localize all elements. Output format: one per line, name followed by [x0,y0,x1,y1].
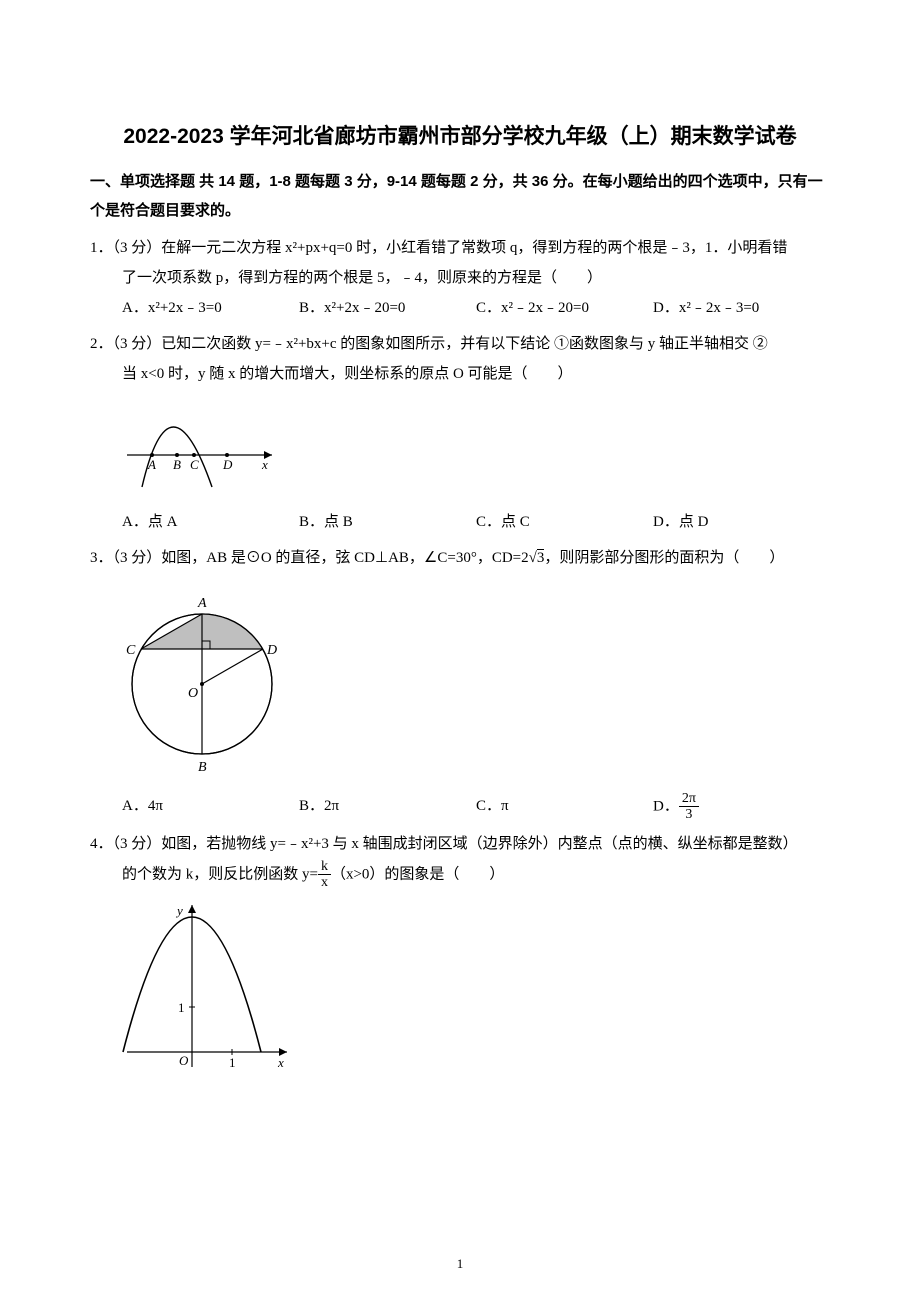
q4-frac-num: k [318,859,331,875]
q2-optC: C．点 C [476,507,653,537]
q4-frac: kx [318,859,331,891]
q3-optD-frac: 2π3 [679,791,699,823]
svg-text:A: A [147,457,156,472]
q2-options: A．点 A B．点 B C．点 C D．点 D [90,507,830,537]
section-header: 一、单项选择题 共 14 题，1-8 题每题 3 分，9-14 题每题 2 分，… [90,168,830,225]
q1-line2: 了一次项系数 p，得到方程的两个根是 5，﹣4，则原来的方程是（ ） [90,263,830,293]
q2-optA: A．点 A [122,507,299,537]
q3-optD-den: 3 [679,807,699,822]
svg-text:O: O [179,1053,189,1068]
q3-optA: A．4π [122,791,299,823]
q4-figure: O 1 1 x y [90,897,830,1088]
q1-optC: C．x²﹣2x﹣20=0 [476,293,653,323]
q4-line1: 4．（3 分）如图，若抛物线 y=﹣x²+3 与 x 轴围成封闭区域（边界除外）… [90,829,830,859]
q4-parabola-svg: O 1 1 x y [122,897,297,1077]
q2-optB: B．点 B [299,507,476,537]
q4-line2-pre: 的个数为 k，则反比例函数 y= [122,866,318,882]
q1-options: A．x²+2x﹣3=0 B．x²+2x﹣20=0 C．x²﹣2x﹣20=0 D．… [90,293,830,323]
svg-text:A: A [197,596,207,611]
q3-optD-prefix: D． [653,798,679,814]
question-4: 4．（3 分）如图，若抛物线 y=﹣x²+3 与 x 轴围成封闭区域（边界除外）… [90,829,830,1088]
svg-text:B: B [173,457,181,472]
svg-text:y: y [175,903,183,918]
q3-line1: 3．（3 分）如图，AB 是⊙O 的直径，弦 CD⊥AB，∠C=30°，CD=2… [90,543,830,573]
q1-line1: 1．（3 分）在解一元二次方程 x²+px+q=0 时，小红看错了常数项 q，得… [90,233,830,263]
q4-line2-post: （x>0）的图象是（ ） [331,866,504,882]
svg-text:1: 1 [178,1000,185,1015]
svg-text:1: 1 [229,1055,236,1070]
q2-figure: A B C D x [90,395,830,501]
q3-figure: A B C D O [90,579,830,785]
q3-circle-svg: A B C D O [122,579,282,774]
q2-parabola-svg: A B C D x [122,395,282,490]
q4-frac-den: x [318,875,331,890]
svg-text:C: C [190,457,199,472]
question-1: 1．（3 分）在解一元二次方程 x²+px+q=0 时，小红看错了常数项 q，得… [90,233,830,323]
page-number: 1 [0,1256,920,1272]
q1-optD: D．x²﹣2x﹣3=0 [653,293,830,323]
svg-text:D: D [222,457,233,472]
svg-text:x: x [277,1055,284,1070]
q3-optC: C．π [476,791,653,823]
question-2: 2．（3 分）已知二次函数 y=﹣x²+bx+c 的图象如图所示，并有以下结论 … [90,329,830,537]
question-3: 3．（3 分）如图，AB 是⊙O 的直径，弦 CD⊥AB，∠C=30°，CD=2… [90,543,830,823]
q3-line1-post: ，则阴影部分图形的面积为（ ） [544,550,784,566]
q3-optB: B．2π [299,791,476,823]
svg-text:O: O [188,686,198,701]
q3-line1-pre: 3．（3 分）如图，AB 是⊙O 的直径，弦 CD⊥AB，∠C=30°，CD=2 [90,550,529,566]
q3-optD: D．2π3 [653,791,830,823]
q3-sqrt: √3 [529,543,545,573]
q2-line1: 2．（3 分）已知二次函数 y=﹣x²+bx+c 的图象如图所示，并有以下结论 … [90,329,830,359]
q3-options: A．4π B．2π C．π D．2π3 [90,791,830,823]
svg-text:C: C [126,643,136,658]
exam-title: 2022-2023 学年河北省廊坊市霸州市部分学校九年级（上）期末数学试卷 [90,120,830,150]
q2-optD: D．点 D [653,507,830,537]
q3-optD-num: 2π [679,791,699,807]
q1-optB: B．x²+2x﹣20=0 [299,293,476,323]
svg-text:x: x [261,457,268,472]
q2-line2: 当 x<0 时，y 随 x 的增大而增大，则坐标系的原点 O 可能是（ ） [90,359,830,389]
q4-line2: 的个数为 k，则反比例函数 y=kx（x>0）的图象是（ ） [90,859,830,891]
q1-optA: A．x²+2x﹣3=0 [122,293,299,323]
svg-text:D: D [266,643,277,658]
svg-text:B: B [198,760,207,774]
